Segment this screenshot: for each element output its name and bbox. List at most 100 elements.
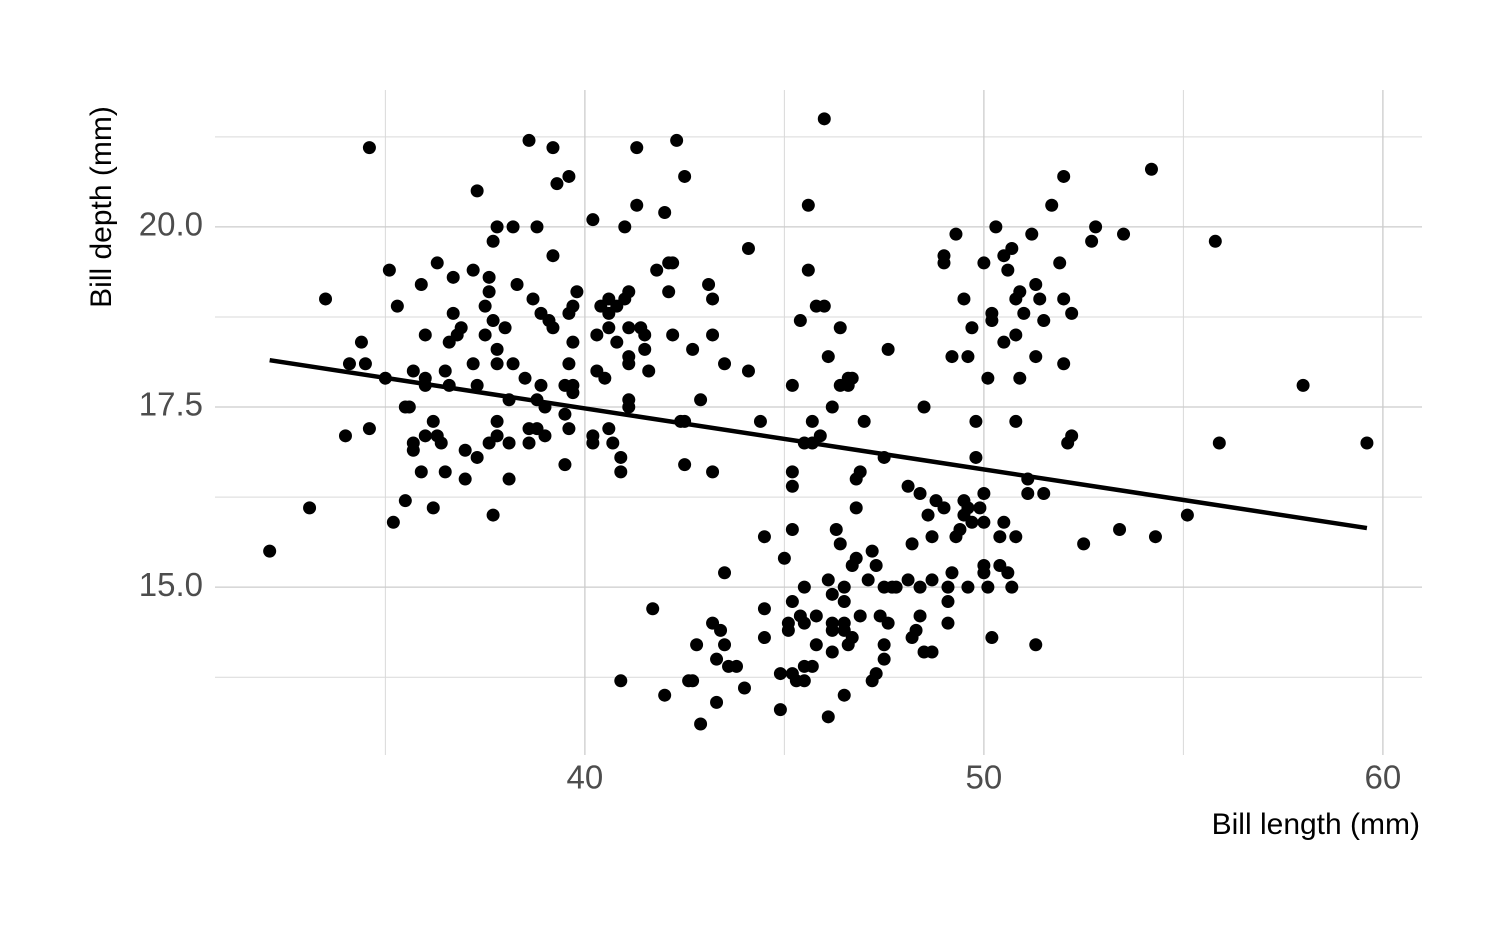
point: [630, 141, 644, 155]
point: [773, 667, 787, 681]
point: [997, 515, 1011, 529]
point: [781, 616, 795, 630]
point: [1029, 278, 1043, 292]
point: [941, 616, 955, 630]
point: [1001, 263, 1015, 277]
point: [622, 321, 636, 335]
point: [666, 328, 680, 342]
point: [1065, 306, 1079, 320]
point: [706, 292, 720, 306]
point: [590, 328, 604, 342]
point: [785, 522, 799, 536]
point: [809, 638, 823, 652]
point: [702, 278, 716, 292]
point: [526, 292, 540, 306]
point: [845, 371, 859, 385]
point: [506, 220, 520, 234]
point: [650, 263, 664, 277]
point: [386, 515, 400, 529]
point: [478, 299, 492, 313]
point: [710, 652, 724, 666]
point: [482, 270, 496, 284]
point: [925, 573, 939, 587]
point: [981, 580, 995, 594]
point: [478, 328, 492, 342]
point: [530, 220, 544, 234]
point: [1057, 292, 1071, 306]
point: [865, 544, 879, 558]
point: [694, 717, 708, 731]
x-tick-label: 50: [966, 759, 1003, 796]
point: [937, 256, 951, 270]
point: [821, 710, 835, 724]
point: [1029, 350, 1043, 364]
point: [797, 580, 811, 594]
point: [522, 436, 536, 450]
y-tick-label: 15.0: [139, 566, 203, 603]
point: [303, 501, 317, 515]
point: [997, 335, 1011, 349]
point: [486, 234, 500, 248]
point: [338, 429, 352, 443]
point: [518, 371, 532, 385]
point: [1113, 522, 1127, 536]
point: [921, 508, 935, 522]
point: [546, 141, 560, 155]
point: [438, 364, 452, 378]
point: [909, 623, 923, 637]
point: [969, 450, 983, 464]
point: [849, 501, 863, 515]
point: [550, 177, 564, 191]
point: [945, 350, 959, 364]
point: [1089, 220, 1103, 234]
point: [614, 674, 628, 688]
point: [961, 501, 975, 515]
point: [658, 688, 672, 702]
point: [602, 422, 616, 436]
point: [263, 544, 277, 558]
point: [853, 465, 867, 479]
point: [801, 198, 815, 212]
point: [849, 551, 863, 565]
point: [757, 602, 771, 616]
point: [398, 494, 412, 508]
point: [913, 609, 927, 623]
point: [1208, 234, 1222, 248]
point: [913, 580, 927, 594]
point: [362, 141, 376, 155]
point: [825, 645, 839, 659]
point: [446, 270, 460, 284]
x-tick-label: 40: [567, 759, 604, 796]
point: [993, 530, 1007, 544]
point: [941, 580, 955, 594]
point: [666, 256, 680, 270]
point: [837, 616, 851, 630]
point: [961, 350, 975, 364]
point: [618, 220, 632, 234]
point: [382, 263, 396, 277]
point: [562, 169, 576, 183]
point: [670, 133, 684, 147]
point: [678, 169, 692, 183]
point: [486, 314, 500, 328]
point: [466, 263, 480, 277]
point: [454, 321, 468, 335]
point: [502, 472, 516, 486]
point: [490, 342, 504, 356]
point: [426, 414, 440, 428]
point: [833, 321, 847, 335]
point: [1085, 234, 1099, 248]
point: [1009, 328, 1023, 342]
point: [805, 414, 819, 428]
point: [857, 414, 871, 428]
point: [638, 328, 652, 342]
point: [342, 357, 356, 371]
point: [446, 306, 460, 320]
point: [470, 184, 484, 198]
point: [821, 573, 835, 587]
point: [1017, 306, 1031, 320]
point: [957, 292, 971, 306]
point: [793, 314, 807, 328]
point: [813, 429, 827, 443]
